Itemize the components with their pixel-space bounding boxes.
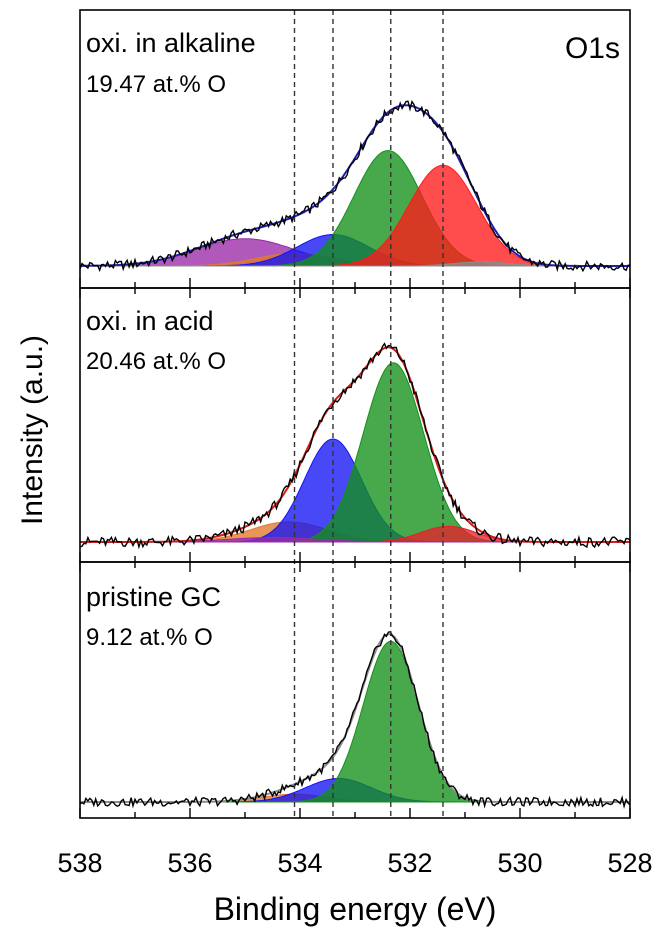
component-peak-pristine-2 [80,640,630,803]
panel-alkaline [79,99,631,273]
x-tick-label: 534 [277,848,322,878]
x-tick-label: 532 [387,848,432,878]
measured-spectrum-alkaline [79,99,631,273]
panel-composition-pristine: 9.12 at.% O [86,624,213,651]
panel-label-alkaline: oxi. in alkaline [86,28,256,58]
x-tick-label: 536 [167,848,212,878]
y-axis-label: Intensity (a.u.) [16,335,49,525]
axes-frames [79,9,631,819]
element-label: O1s [565,32,620,65]
panel-label-pristine: pristine GC [86,582,221,612]
panel-acid [79,342,631,550]
panel-composition-alkaline: 19.47 at.% O [86,71,226,98]
measured-spectrum-acid [79,342,631,550]
x-axis-label: Binding energy (eV) [214,891,497,927]
component-peak-acid-2 [80,362,630,543]
component-peak-alkaline-5 [80,261,630,267]
x-tick-label: 530 [497,848,542,878]
panel-composition-acid: 20.46 at.% O [86,348,226,375]
component-peak-alkaline-3 [80,149,630,267]
panel-label-acid: oxi. in acid [86,306,214,336]
x-tick-label: 538 [57,848,102,878]
panel-pristine [79,630,631,810]
x-tick-label: 528 [607,848,652,878]
measured-spectrum-pristine [79,630,631,810]
panels-layer [79,99,631,810]
x-axis: 538 536 534 532 530 528 [57,848,652,878]
